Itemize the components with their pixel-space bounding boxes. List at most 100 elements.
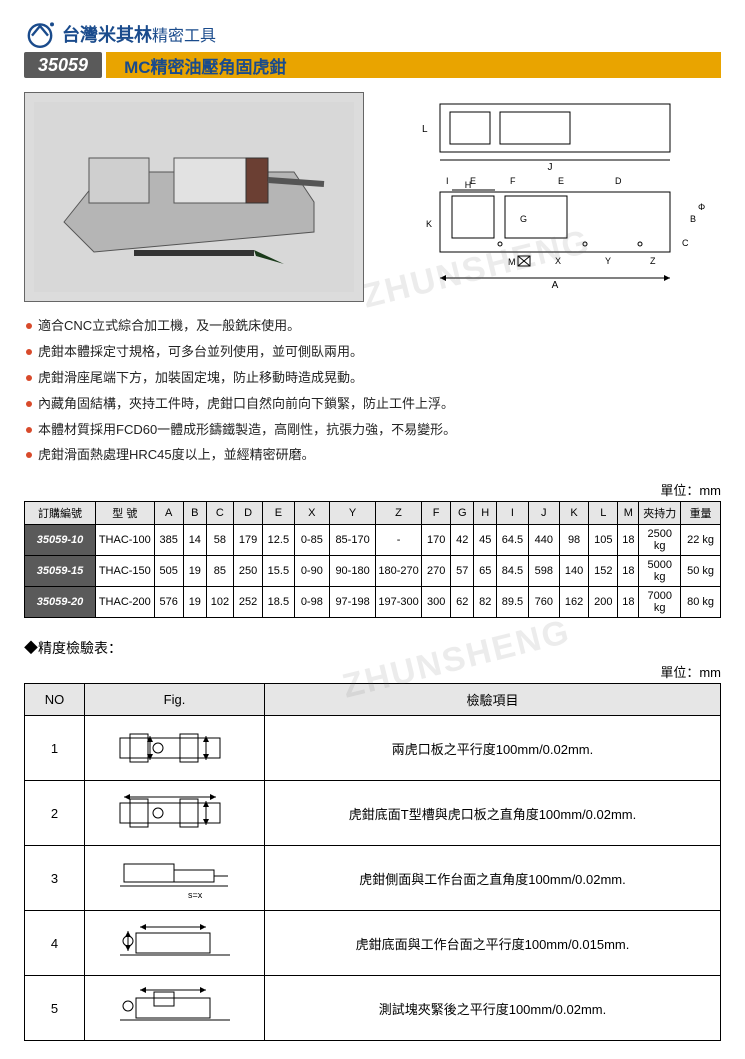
product-code: 35059 <box>24 52 102 78</box>
insp-fig: s=x <box>85 846 265 911</box>
spec-cell: 102 <box>206 587 233 618</box>
spec-col: 訂購編號 <box>25 502 96 525</box>
svg-text:M: M <box>508 257 516 267</box>
spec-col: K <box>559 502 588 525</box>
spec-cell: 385 <box>154 525 183 556</box>
insp-item: 兩虎口板之平行度100mm/0.02mm. <box>265 716 721 781</box>
spec-cell: THAC-200 <box>96 587 155 618</box>
spec-col: E <box>263 502 294 525</box>
svg-text:s=x: s=x <box>188 890 203 900</box>
spec-cell: 35059-20 <box>25 587 96 618</box>
spec-cell: 18 <box>618 587 639 618</box>
spec-cell: 162 <box>559 587 588 618</box>
spec-col: A <box>154 502 183 525</box>
spec-cell: 105 <box>589 525 618 556</box>
spec-row: 35059-15THAC-150505198525015.50-9090-180… <box>25 556 721 587</box>
spec-cell: 64.5 <box>497 525 528 556</box>
spec-cell: 42 <box>451 525 474 556</box>
spec-cell: 170 <box>422 525 451 556</box>
spec-col: 重量 <box>681 502 721 525</box>
spec-col: H <box>474 502 497 525</box>
spec-cell: 82 <box>474 587 497 618</box>
svg-text:K: K <box>426 219 432 229</box>
insp-item: 測試塊夾緊後之平行度100mm/0.02mm. <box>265 976 721 1041</box>
spec-cell: 12.5 <box>263 525 294 556</box>
spec-cell: - <box>376 525 422 556</box>
spec-cell: 50 kg <box>681 556 721 587</box>
spec-cell: 57 <box>451 556 474 587</box>
spec-col: G <box>451 502 474 525</box>
insp-no: 4 <box>25 911 85 976</box>
inspection-heading: ◆精度檢驗表： <box>24 638 721 658</box>
spec-cell: 250 <box>233 556 262 587</box>
spec-cell: 80 kg <box>681 587 721 618</box>
spec-cell: 140 <box>559 556 588 587</box>
spec-cell: 180-270 <box>376 556 422 587</box>
svg-text:Φ: Φ <box>698 202 705 212</box>
insp-no: 1 <box>25 716 85 781</box>
insp-item: 虎鉗側面與工作台面之直角度100mm/0.02mm. <box>265 846 721 911</box>
spec-cell: 35059-10 <box>25 525 96 556</box>
spec-cell: 19 <box>183 587 206 618</box>
insp-no: 3 <box>25 846 85 911</box>
spec-col: L <box>589 502 618 525</box>
spec-col: 夾持力 <box>639 502 681 525</box>
inspection-row: 2虎鉗底面T型槽與虎口板之直角度100mm/0.02mm. <box>25 781 721 846</box>
spec-cell: 0-90 <box>294 556 330 587</box>
spec-cell: 90-180 <box>330 556 376 587</box>
insp-fig <box>85 911 265 976</box>
features-list: 適合CNC立式綜合加工機，及一般銑床使用。 虎鉗本體採定寸規格，可多台並列使用，… <box>24 318 721 464</box>
spec-cell: 18.5 <box>263 587 294 618</box>
spec-cell: 252 <box>233 587 262 618</box>
feature-item: 虎鉗滑面熱處理HRC45度以上，並經精密研磨。 <box>24 447 721 464</box>
spec-cell: 0-85 <box>294 525 330 556</box>
spec-cell: 760 <box>528 587 559 618</box>
svg-text:F: F <box>510 176 516 186</box>
dimension-diagram: L J I E F E D H G K C B Φ <box>378 92 721 302</box>
spec-cell: 85-170 <box>330 525 376 556</box>
spec-cell: 89.5 <box>497 587 528 618</box>
svg-text:Y: Y <box>605 256 611 266</box>
spec-row: 35059-20THAC-2005761910225218.50-9897-19… <box>25 587 721 618</box>
spec-col: M <box>618 502 639 525</box>
inspection-row: 3 s=x 虎鉗側面與工作台面之直角度100mm/0.02mm. <box>25 846 721 911</box>
svg-text:J: J <box>547 162 552 173</box>
inspection-row: 1 兩虎口板之平行度100mm/0.02mm. <box>25 716 721 781</box>
feature-item: 內藏角固結構，夾持工件時，虎鉗口自然向前向下鎖緊，防止工件上浮。 <box>24 396 721 413</box>
svg-text:C: C <box>682 238 689 248</box>
spec-cell: 200 <box>589 587 618 618</box>
spec-col: B <box>183 502 206 525</box>
spec-cell: 300 <box>422 587 451 618</box>
spec-col: J <box>528 502 559 525</box>
spec-col: X <box>294 502 330 525</box>
insp-fig <box>85 976 265 1041</box>
spec-cell: 576 <box>154 587 183 618</box>
svg-text:X: X <box>555 256 561 266</box>
spec-col: C <box>206 502 233 525</box>
feature-item: 虎鉗本體採定寸規格，可多台並列使用，並可側臥兩用。 <box>24 344 721 361</box>
spec-cell: 22 kg <box>681 525 721 556</box>
spec-cell: 19 <box>183 556 206 587</box>
insp-fig <box>85 716 265 781</box>
spec-cell: 35059-15 <box>25 556 96 587</box>
spec-cell: 58 <box>206 525 233 556</box>
feature-item: 虎鉗滑座尾端下方，加裝固定塊，防止移動時造成晃動。 <box>24 370 721 387</box>
svg-text:G: G <box>520 214 527 224</box>
spec-cell: 0-98 <box>294 587 330 618</box>
svg-text:H: H <box>464 180 471 190</box>
spec-cell: 98 <box>559 525 588 556</box>
svg-text:I: I <box>446 176 449 186</box>
insp-col-no: NO <box>25 684 85 716</box>
svg-text:E: E <box>558 176 564 186</box>
header: 台灣米其林精密工具 <box>24 18 721 50</box>
spec-cell: 5000 kg <box>639 556 681 587</box>
insp-fig <box>85 781 265 846</box>
spec-cell: 65 <box>474 556 497 587</box>
insp-item: 虎鉗底面與工作台面之平行度100mm/0.015mm. <box>265 911 721 976</box>
svg-text:D: D <box>615 176 622 186</box>
product-title: MC精密油壓角固虎鉗 <box>106 52 721 78</box>
spec-cell: 14 <box>183 525 206 556</box>
spec-cell: 152 <box>589 556 618 587</box>
inspection-table: NO Fig. 檢驗項目 1兩虎口板之平行度100mm/0.02mm.2虎鉗底面… <box>24 683 721 1041</box>
insp-item: 虎鉗底面T型槽與虎口板之直角度100mm/0.02mm. <box>265 781 721 846</box>
